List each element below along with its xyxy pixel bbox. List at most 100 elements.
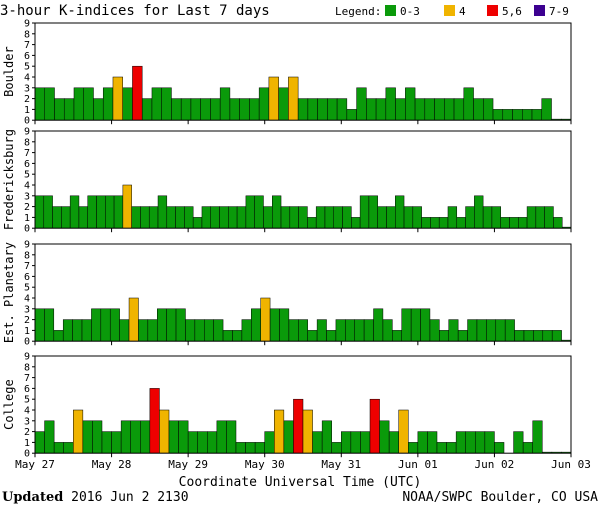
- k-index-bar: [315, 206, 326, 229]
- k-index-bar: [368, 195, 378, 229]
- k-index-bar: [264, 431, 275, 454]
- k-index-bar: [385, 87, 396, 121]
- k-index-bar: [297, 98, 309, 121]
- k-index-bar: [87, 195, 97, 229]
- k-index-bar: [522, 442, 533, 454]
- k-index-bar: [62, 319, 73, 342]
- k-index-bar: [474, 195, 484, 229]
- y-tick-label: 6: [24, 51, 30, 62]
- k-index-bar: [457, 330, 468, 342]
- k-index-bar: [34, 431, 45, 454]
- k-index-bar: [446, 442, 457, 454]
- k-index-bar: [120, 420, 131, 454]
- k-index-bar: [185, 319, 196, 342]
- panel-frame: [34, 355, 572, 454]
- y-tick-label: 2: [24, 427, 30, 438]
- y-tick-label: 3: [24, 304, 30, 315]
- k-index-bar: [82, 420, 93, 454]
- y-tick-label: 1: [24, 213, 30, 224]
- y-tick-label: 3: [24, 191, 30, 202]
- k-index-bar: [260, 297, 271, 342]
- k-index-bar: [509, 217, 519, 229]
- k-index-bar: [465, 206, 475, 229]
- k-index-bar: [316, 319, 327, 342]
- k-index-bar: [269, 308, 280, 342]
- k-index-bar: [274, 409, 285, 454]
- k-index-bar: [312, 431, 323, 454]
- k-index-bar: [360, 431, 371, 454]
- k-index-bar: [43, 195, 53, 229]
- y-tick-label: 0: [24, 116, 30, 127]
- k-index-bar: [424, 98, 435, 121]
- k-index-bar: [147, 319, 158, 342]
- k-index-bar: [61, 206, 71, 229]
- y-tick-label: 1: [24, 326, 30, 337]
- k-index-bar: [216, 420, 227, 454]
- k-index-bar: [412, 206, 422, 229]
- k-index-bar: [44, 87, 55, 121]
- k-index-bar: [448, 319, 459, 342]
- k-index-bar: [417, 431, 428, 454]
- k-index-bar: [207, 431, 218, 454]
- x-tick-label: Jun 01: [398, 458, 438, 471]
- k-index-bar: [52, 206, 62, 229]
- k-index-bar: [280, 206, 291, 229]
- y-tick-label: 4: [24, 406, 30, 417]
- k-index-bar: [228, 206, 238, 229]
- k-index-bar: [272, 195, 282, 229]
- k-index-bar: [342, 206, 352, 229]
- y-tick-label: 0: [24, 224, 30, 235]
- k-index-bar: [401, 308, 412, 342]
- k-index-bar: [245, 442, 256, 454]
- k-index-bar: [168, 420, 179, 454]
- k-index-bar: [346, 109, 357, 121]
- k-index-bar: [175, 308, 186, 342]
- k-index-bar: [194, 319, 205, 342]
- y-tick-label: 2: [24, 202, 30, 213]
- k-index-bar: [403, 206, 414, 229]
- y-tick-label: 3: [24, 83, 30, 94]
- k-index-bar: [366, 98, 377, 121]
- k-index-bar: [113, 195, 124, 229]
- station-label: College: [2, 379, 16, 430]
- k-index-bar: [258, 87, 270, 121]
- k-index-bar: [453, 98, 465, 121]
- k-index-bar: [213, 319, 224, 342]
- k-index-bar: [430, 217, 440, 229]
- k-index-bar: [111, 431, 122, 454]
- k-index-bar: [427, 431, 438, 454]
- k-index-bar: [351, 217, 361, 229]
- k-index-bar: [486, 319, 497, 342]
- k-index-bar: [190, 98, 201, 121]
- k-index-bar: [395, 98, 406, 121]
- k-index-bar: [210, 98, 221, 121]
- k-index-bar: [482, 206, 493, 229]
- k-index-bar: [476, 319, 487, 342]
- k-index-bar: [157, 195, 168, 229]
- y-tick-label: 5: [24, 62, 30, 73]
- k-index-bar: [324, 206, 335, 229]
- k-index-bar: [122, 87, 133, 121]
- legend-swatch: [534, 5, 545, 16]
- station-label: Fredericksburg: [2, 129, 16, 230]
- k-index-bar: [151, 87, 162, 121]
- k-index-bar: [44, 420, 55, 454]
- k-index-bar: [512, 109, 523, 121]
- k-index-bar: [531, 109, 543, 121]
- k-index-bar: [544, 206, 554, 229]
- k-index-bar: [200, 98, 211, 121]
- k-index-bar: [34, 195, 45, 229]
- k-index-bar: [356, 87, 367, 121]
- y-tick-label: 7: [24, 373, 30, 384]
- k-index-bar: [53, 442, 64, 454]
- k-index-bar: [219, 206, 229, 229]
- k-index-bar: [268, 76, 279, 121]
- y-tick-label: 2: [24, 315, 30, 326]
- legend-swatch: [444, 5, 455, 16]
- k-index-bar: [161, 87, 172, 121]
- k-index-bar: [288, 76, 299, 121]
- k-index-bar: [149, 388, 160, 454]
- k-index-bar: [289, 206, 299, 229]
- k-index-bar: [491, 206, 501, 229]
